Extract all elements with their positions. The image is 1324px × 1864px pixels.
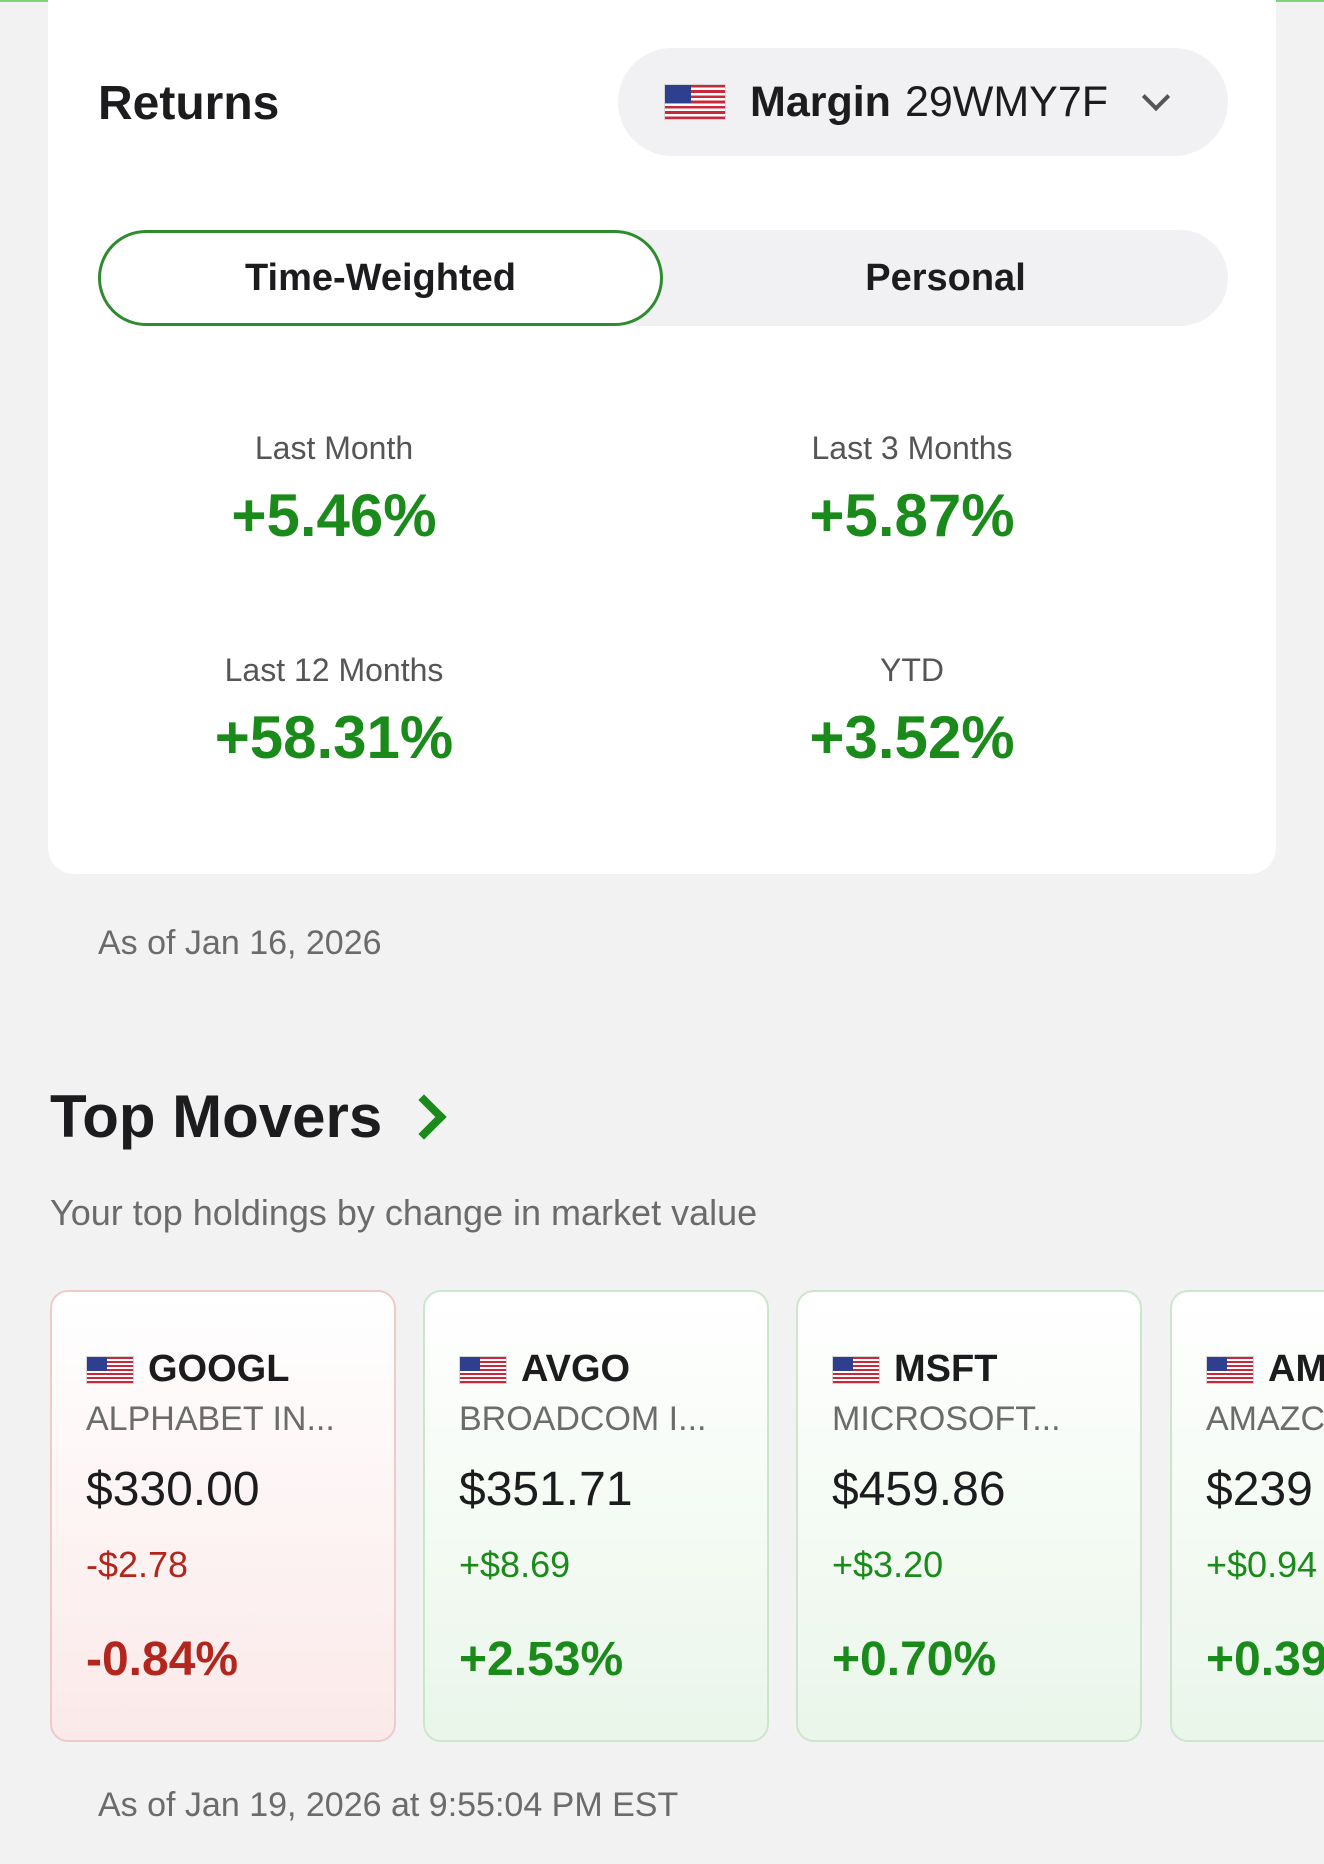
mover-change: +$8.69	[459, 1544, 571, 1585]
returns-as-of: As of Jan 16, 2026	[98, 924, 382, 962]
top-movers-carousel[interactable]: GOOGL ALPHABET IN... $330.00 -$2.78 -0.8…	[0, 1290, 1324, 1744]
mover-change: +$3.20	[832, 1544, 944, 1585]
top-movers-as-of: As of Jan 19, 2026 at 9:55:04 PM EST	[98, 1786, 679, 1824]
stat-label: Last 3 Months	[811, 430, 1013, 466]
mover-name: ALPHABET IN...	[86, 1400, 335, 1438]
top-movers-title: Top Movers	[50, 1083, 383, 1150]
tab-time-weighted[interactable]: Time-Weighted	[98, 230, 663, 326]
mover-name: BROADCOM I...	[459, 1400, 707, 1438]
returns-type-toggle: Time-Weighted Personal	[98, 230, 1228, 326]
mover-percent: -0.84%	[86, 1633, 239, 1686]
stat-value: +58.31%	[214, 704, 454, 771]
chevron-down-icon	[1141, 82, 1171, 112]
mover-percent: +2.53%	[459, 1633, 624, 1686]
stat-value: +3.52%	[809, 704, 1015, 771]
mover-change: -$2.78	[86, 1544, 189, 1585]
mover-change: +$0.94	[1206, 1544, 1318, 1585]
mover-ticker: AVGO	[521, 1348, 631, 1390]
stat-value: +5.46%	[231, 482, 437, 549]
mover-ticker: MSFT	[894, 1348, 998, 1390]
stat-label: Last 12 Months	[224, 652, 444, 688]
mover-percent: +0.70%	[832, 1633, 997, 1686]
mover-price: $459.86	[832, 1463, 1006, 1516]
us-flag-icon	[86, 1355, 134, 1384]
mover-price: $330.00	[86, 1463, 260, 1516]
top-movers-subtitle: Your top holdings by change in market va…	[50, 1192, 758, 1233]
account-id: 29WMY7F	[904, 77, 1109, 126]
us-flag-icon	[459, 1355, 507, 1384]
mover-price: $351.71	[459, 1463, 633, 1516]
mover-card-msft[interactable]: MSFT MICROSOFT... $459.86 +$3.20 +0.70%	[796, 1290, 1142, 1742]
stat-label: YTD	[880, 652, 944, 688]
stat-last-12-months: Last 12 Months +58.31%	[54, 652, 614, 772]
us-flag-icon	[832, 1355, 880, 1384]
stat-last-month: Last Month +5.46%	[54, 430, 614, 550]
mover-percent: +0.39	[1206, 1633, 1324, 1686]
stat-ytd: YTD +3.52%	[632, 652, 1192, 772]
stat-value: +5.87%	[809, 482, 1015, 549]
account-selector[interactable]: Margin 29WMY7F	[618, 48, 1228, 156]
mover-name: MICROSOFT...	[832, 1400, 1061, 1438]
us-flag-icon	[1206, 1355, 1254, 1384]
mover-ticker: GOOGL	[148, 1348, 290, 1390]
top-movers-header[interactable]: Top Movers	[50, 1082, 447, 1151]
returns-title: Returns	[98, 77, 280, 130]
chevron-right-icon[interactable]	[401, 1093, 447, 1140]
mover-card-googl[interactable]: GOOGL ALPHABET IN... $330.00 -$2.78 -0.8…	[50, 1290, 396, 1742]
returns-card: Returns Margin 29WMY7F Time-Weighted Per…	[48, 0, 1276, 874]
mover-card-amzn[interactable]: AM AMAZC $239 +$0.94 +0.39	[1170, 1290, 1324, 1742]
stat-label: Last Month	[254, 430, 414, 466]
mover-name: AMAZC	[1206, 1400, 1324, 1438]
stat-last-3-months: Last 3 Months +5.87%	[632, 430, 1192, 550]
mover-ticker: AM	[1268, 1348, 1324, 1390]
mover-card-avgo[interactable]: AVGO BROADCOM I... $351.71 +$8.69 +2.53%	[423, 1290, 769, 1742]
account-type: Margin	[750, 77, 891, 126]
tab-personal[interactable]: Personal	[865, 256, 1026, 299]
mover-price: $239	[1206, 1463, 1313, 1516]
us-flag-icon	[664, 84, 726, 120]
